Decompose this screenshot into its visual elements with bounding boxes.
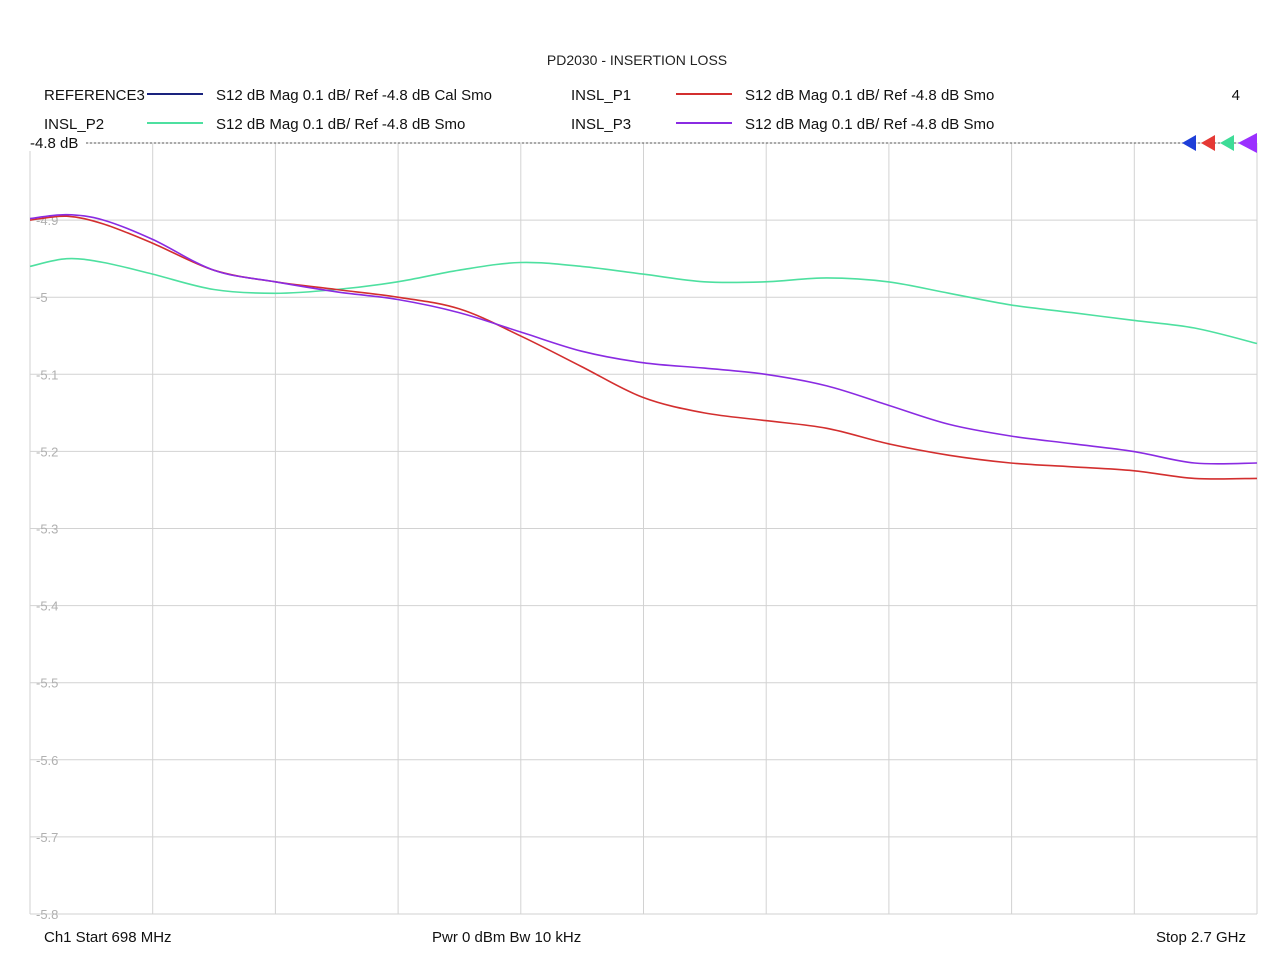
legend-name: REFERENCE3 <box>44 87 145 104</box>
footer-power-bandwidth: Pwr 0 dBm Bw 10 kHz <box>432 929 581 946</box>
legend-desc: S12 dB Mag 0.1 dB/ Ref -4.8 dB Smo <box>745 87 994 104</box>
y-tick-label: -5.1 <box>36 367 58 382</box>
marker-green[interactable] <box>1220 135 1234 151</box>
reference-label-bg <box>28 134 86 151</box>
series-line-insl-p2 <box>29 257 1258 345</box>
footer-start: Ch1 Start 698 MHz <box>44 929 172 946</box>
y-tick-label: -5.6 <box>36 753 58 768</box>
series-line-insl-p3 <box>29 213 1258 465</box>
marker-purple[interactable] <box>1238 133 1257 153</box>
footer-stop: Stop 2.7 GHz <box>1156 929 1246 946</box>
legend: REFERENCE3 S12 dB Mag 0.1 dB/ Ref -4.8 d… <box>44 87 994 133</box>
legend-desc: S12 dB Mag 0.1 dB/ Ref -4.8 dB Smo <box>745 116 994 133</box>
y-tick-label: -5.4 <box>36 599 58 614</box>
y-tick-label: -5.8 <box>36 907 58 922</box>
reference-markers <box>1182 133 1257 153</box>
y-tick-labels: -4.9-5-5.1-5.2-5.3-5.4-5.5-5.6-5.7-5.8 <box>36 213 58 922</box>
marker-blue[interactable] <box>1182 135 1196 151</box>
legend-desc: S12 dB Mag 0.1 dB/ Ref -4.8 dB Smo <box>216 116 465 133</box>
legend-entry-reference3: REFERENCE3 S12 dB Mag 0.1 dB/ Ref -4.8 d… <box>44 87 492 104</box>
y-tick-label: -5.3 <box>36 522 58 537</box>
legend-entry-insl-p3: INSL_P3 S12 dB Mag 0.1 dB/ Ref -4.8 dB S… <box>571 116 994 133</box>
legend-name: INSL_P1 <box>571 87 631 104</box>
legend-entry-insl-p2: INSL_P2 S12 dB Mag 0.1 dB/ Ref -4.8 dB S… <box>44 116 465 133</box>
y-tick-label: -5.5 <box>36 676 58 691</box>
series-line-insl-p1 <box>29 215 1258 480</box>
chart-title: PD2030 - INSERTION LOSS <box>547 52 727 68</box>
legend-entry-insl-p1: INSL_P1 S12 dB Mag 0.1 dB/ Ref -4.8 dB S… <box>571 87 994 104</box>
legend-name: INSL_P3 <box>571 116 631 133</box>
channel-number: 4 <box>1232 87 1240 104</box>
y-tick-label: -5.7 <box>36 830 58 845</box>
marker-red[interactable] <box>1201 135 1215 151</box>
y-tick-label: -5.2 <box>36 444 58 459</box>
y-tick-label: -5 <box>36 290 48 305</box>
legend-desc: S12 dB Mag 0.1 dB/ Ref -4.8 dB Cal Smo <box>216 87 492 104</box>
legend-name: INSL_P2 <box>44 116 104 133</box>
series-lines <box>29 213 1258 480</box>
reference-level-label: -4.8 dB <box>30 135 78 152</box>
